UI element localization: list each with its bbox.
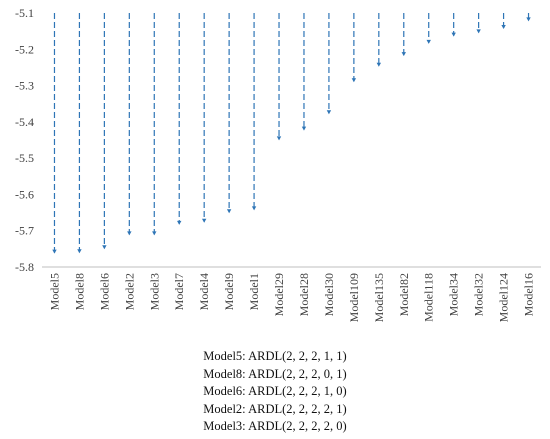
arrowhead-marker bbox=[102, 245, 107, 250]
arrowhead-marker bbox=[251, 206, 257, 211]
x-tick-label: Model34 bbox=[447, 273, 461, 316]
x-tick-label: Model4 bbox=[197, 273, 211, 310]
arrowhead-marker bbox=[451, 32, 456, 37]
x-tick-label: Model32 bbox=[472, 273, 486, 316]
arrowhead-marker bbox=[326, 110, 332, 115]
x-tick-label: Model7 bbox=[172, 273, 186, 310]
x-tick-label: Model9 bbox=[222, 273, 236, 310]
y-tick-label: -5.5 bbox=[15, 151, 34, 165]
x-tick-label: Model2 bbox=[122, 273, 136, 310]
x-tick-label: Model124 bbox=[497, 273, 511, 322]
y-tick-label: -5.3 bbox=[15, 79, 34, 93]
arrowhead-marker bbox=[152, 231, 157, 236]
arrowhead-marker bbox=[177, 220, 182, 225]
arrowhead-marker bbox=[77, 249, 82, 254]
legend-line: Model6: ARDL(2, 2, 2, 1, 0) bbox=[203, 384, 347, 399]
arrowhead-marker bbox=[426, 39, 431, 44]
arrowhead-marker bbox=[301, 126, 307, 131]
arrowhead-marker bbox=[52, 249, 57, 254]
legend-line: Model3: ARDL(2, 2, 2, 2, 0) bbox=[203, 419, 347, 434]
legend-line: Model8: ARDL(2, 2, 2, 0, 1) bbox=[203, 366, 347, 381]
x-tick-label: Model1 bbox=[247, 273, 261, 310]
arrowhead-marker bbox=[401, 52, 406, 57]
plot-area bbox=[52, 13, 531, 254]
legend-line: Model5: ARDL(2, 2, 2, 1, 1) bbox=[203, 349, 347, 363]
x-tick-label: Model135 bbox=[372, 273, 386, 322]
arrowhead-marker bbox=[276, 136, 282, 141]
x-tick-label: Model82 bbox=[397, 273, 411, 316]
y-tick-label: -5.8 bbox=[15, 260, 34, 274]
arrowhead-marker bbox=[226, 209, 232, 214]
x-tick-label: Model28 bbox=[297, 273, 311, 316]
x-tick-label: Model29 bbox=[272, 273, 286, 316]
x-tick-label: Model118 bbox=[422, 273, 436, 322]
y-tick-label: -5.7 bbox=[15, 224, 34, 238]
y-tick-label: -5.6 bbox=[15, 187, 34, 201]
arrowhead-marker bbox=[201, 218, 207, 223]
y-tick-label: -5.4 bbox=[15, 115, 34, 129]
x-tick-label: Model3 bbox=[147, 273, 161, 310]
y-tick-label: -5.1 bbox=[15, 6, 34, 20]
model-legend: Model5: ARDL(2, 2, 2, 1, 1) Model8: ARDL… bbox=[0, 348, 550, 436]
arrowhead-marker bbox=[476, 29, 481, 34]
y-tick-label: -5.2 bbox=[15, 42, 34, 56]
chart-svg: -5.1-5.2-5.3-5.4-5.5-5.6-5.7-5.8 Model5 M… bbox=[15, 6, 541, 322]
x-axis: Model5 Model8 Model6 Model2 Model3 Model7 Mode… bbox=[42, 266, 541, 322]
arrowhead-marker bbox=[127, 231, 132, 236]
y-axis: -5.1 -5.2 -5.3 -5.4 -5.5 -5.6 -5.7 -5.8 bbox=[15, 6, 34, 274]
arrowhead-marker bbox=[376, 62, 382, 67]
x-tick-label: Model109 bbox=[347, 273, 361, 322]
arrowhead-marker bbox=[501, 24, 506, 29]
x-tick-label: Model6 bbox=[97, 273, 111, 310]
x-tick-label: Model5 bbox=[47, 273, 61, 310]
x-tick-label: Model8 bbox=[72, 273, 86, 310]
arrowhead-marker bbox=[351, 78, 357, 83]
x-tick-label: Model30 bbox=[322, 273, 336, 316]
arrowhead-marker bbox=[526, 17, 531, 22]
legend-line: Model2: ARDL(2, 2, 2, 2, 1) bbox=[203, 401, 347, 416]
x-tick-label: Model16 bbox=[522, 273, 536, 316]
